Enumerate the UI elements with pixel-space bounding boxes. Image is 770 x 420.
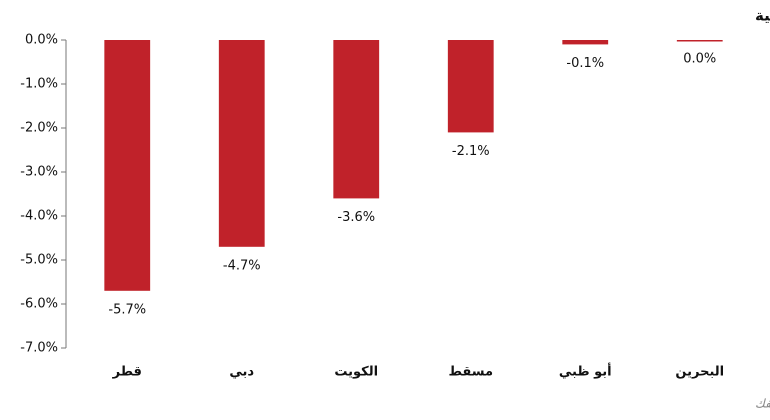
- value-label: 0.0%: [683, 52, 716, 67]
- value-label: -4.7%: [223, 258, 261, 273]
- y-tick-label: 0.0%: [25, 33, 58, 48]
- y-tick-label: -6.0%: [20, 297, 58, 312]
- y-tick-label: -3.0%: [20, 165, 58, 180]
- value-label: -0.1%: [566, 56, 604, 71]
- bar: [447, 40, 494, 133]
- bar: [562, 40, 609, 45]
- y-tick-label: -5.0%: [20, 253, 58, 268]
- bar: [333, 40, 380, 199]
- y-tick-label: -2.0%: [20, 121, 58, 136]
- y-tick-label: -1.0%: [20, 77, 58, 92]
- value-label: -3.6%: [337, 210, 375, 225]
- y-tick-label: -4.0%: [20, 209, 58, 224]
- x-tick-label: الكويت: [334, 365, 378, 380]
- bar: [218, 40, 265, 247]
- chart-title: التغير الأسبوعي لمؤشرات أسواق الأسهم الخ…: [755, 6, 770, 25]
- bar: [104, 40, 151, 291]
- value-label: -2.1%: [452, 144, 490, 159]
- x-tick-label: مسقط: [448, 365, 493, 380]
- value-label: -5.7%: [108, 302, 146, 317]
- x-tick-label: أبو ظبي: [559, 363, 612, 380]
- y-tick-label: -7.0%: [20, 341, 58, 356]
- source-note: المصدر: إدارة البحوث - كميفك: [755, 397, 770, 411]
- x-tick-label: قطر: [112, 365, 142, 380]
- x-tick-label: دبي: [229, 365, 254, 380]
- x-tick-label: البحرين: [675, 365, 724, 380]
- bar: [676, 40, 723, 42]
